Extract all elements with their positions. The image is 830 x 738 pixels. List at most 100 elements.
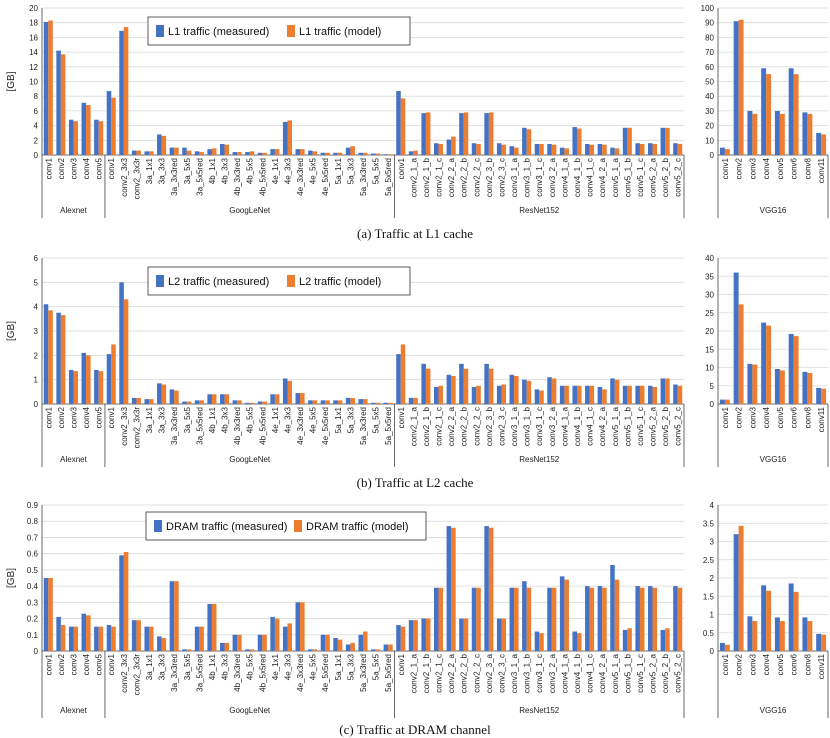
bar-measured [761,68,767,155]
bar-measured [345,644,351,651]
bar-measured [534,389,540,404]
bar-measured [585,586,590,651]
x-tick-label: 5a_3x3red [359,407,368,445]
bar-model [300,393,305,404]
bar-model [98,121,104,155]
y-tick-label: 14 [29,48,38,57]
x-tick-label: conv4 [82,406,91,428]
bar-measured [433,587,439,651]
y-tick-label: 40 [705,254,714,263]
bar-measured [816,387,822,404]
x-tick-label: conv6 [790,653,799,675]
x-tick-label: conv1 [107,406,116,428]
bar-model [274,618,280,651]
bar-model [48,20,53,156]
bar-measured [56,616,61,651]
x-tick-label: 3a_5x5red [195,407,204,445]
bar-measured [308,150,313,155]
x-tick-label: conv2_3x3r [132,654,141,696]
x-tick-label: 3a_5x5red [195,654,204,692]
x-tick-label: conv2_3x3 [120,653,129,692]
bar-model [73,626,79,651]
x-tick-label: conv3_1_b [523,406,532,446]
x-tick-label: conv4_1_a [560,653,569,693]
bar-measured [194,151,200,155]
bar-measured [673,586,678,651]
x-tick-label: conv3_1_a [510,653,519,693]
bar-model [274,149,280,155]
bar-measured [157,636,162,651]
bar-measured [446,139,452,155]
bar-measured [320,634,326,651]
bar-model [821,388,827,404]
bar-model [413,620,418,651]
x-tick-label: conv5_2_a [649,406,658,446]
legend-label-model: L2 traffic (model) [299,276,381,288]
x-tick-label: conv8 [803,157,812,179]
legend-swatch-model [294,520,302,532]
bar-measured [733,21,739,156]
bar-model [476,385,481,404]
y-tick-label: 20 [705,122,714,131]
x-tick-label: conv3_2_a [548,406,557,446]
bar-measured [308,400,313,404]
bar-model [350,146,355,155]
bar-model [564,385,569,404]
bar-measured [182,401,187,404]
x-tick-label: 3a_5x5 [183,653,192,680]
x-tick-label: conv2_2_a [447,653,456,693]
bar-model [766,74,772,155]
bar-model [199,152,204,155]
bar-model [274,394,280,404]
y-tick-label: 30 [705,291,714,300]
bar-model [793,336,799,404]
bar-model [564,148,569,155]
bar-measured [270,149,275,155]
legend-swatch-model [287,25,295,37]
x-tick-label: conv2_2_b [460,157,469,197]
bar-model [724,644,730,651]
x-tick-label: conv1 [44,653,53,675]
bar-model [451,136,456,155]
bar-model [60,625,66,651]
bar-model [249,151,255,155]
x-tick-label: 5a_3x3 [346,157,355,184]
bar-model [807,621,813,651]
group-label-googlenet: GoogLeNet [229,706,271,715]
x-tick-label: 4b_3x3 [221,157,230,184]
bar-measured [295,149,301,155]
bar-model [111,97,116,155]
x-tick-label: conv2_2_a [447,406,456,446]
bar-model [161,384,167,404]
y-tick-label: 4 [34,303,39,312]
bar-measured [232,634,238,651]
bar-model [86,355,91,404]
bar-model [123,27,129,155]
bar-model [199,626,204,651]
x-tick-label: conv5 [776,157,785,179]
bar-measured [534,631,540,651]
bar-model [614,579,620,651]
bar-measured [169,581,175,651]
bar-model [463,112,469,155]
bar-model [161,638,167,651]
x-tick-label: conv1 [107,653,116,675]
x-tick-label: conv2_2_b [460,406,469,446]
x-tick-label: conv2 [735,157,744,179]
bar-measured [816,633,822,651]
bar-measured [647,385,653,404]
y-axis-label: [GB] [6,568,17,588]
bar-model [149,151,154,155]
y-tick-label: 25 [705,309,714,318]
y-tick-label: 2.5 [703,556,715,565]
bar-measured [635,143,640,155]
bar-measured [635,586,640,651]
group-label-vgg16: VGG16 [760,706,787,715]
bar-model [514,147,519,155]
bar-measured [761,585,767,651]
x-tick-label: conv2_3_c [497,407,506,446]
bar-model [325,634,330,651]
legend-swatch-measured [156,275,164,287]
bar-model [60,315,66,404]
bar-measured [660,127,666,155]
